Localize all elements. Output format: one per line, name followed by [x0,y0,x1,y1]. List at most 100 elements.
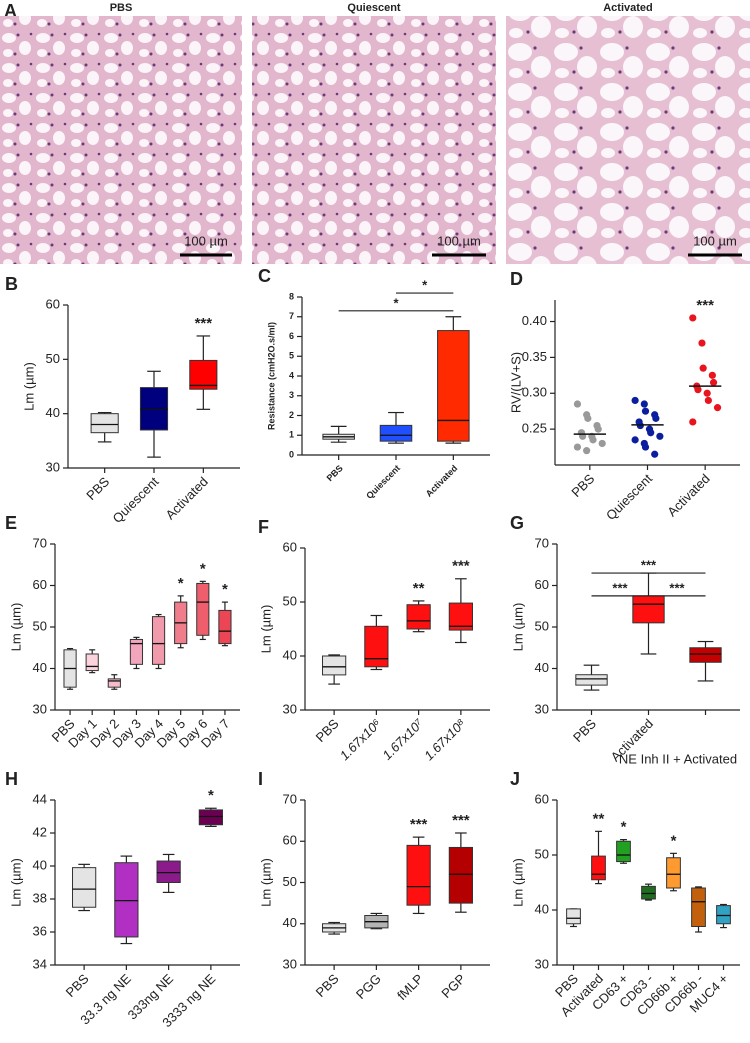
y-tick-label: 70 [33,535,47,550]
box [406,604,431,630]
significance-star: * [671,832,677,849]
comparison-label: * [422,277,428,292]
data-point [708,371,716,379]
image-title: Quiescent [347,2,401,14]
data-point [640,400,648,408]
data-point [641,407,650,415]
data-point [698,339,706,347]
y-tick-label: 40 [46,405,60,420]
data-point [589,436,597,444]
y-tick-label: 0.35 [522,349,547,364]
box [322,655,347,676]
box [114,862,139,938]
box [196,582,210,636]
panel-letter: B [5,274,18,294]
panel-letter: A [4,1,17,21]
x-tick-label: PBS [313,716,342,745]
box [691,887,706,927]
data-point [703,389,711,397]
y-tick-label: 60 [535,791,549,806]
y-axis-label: Lm (µm) [8,603,23,652]
comparison-label: *** [612,580,628,595]
y-tick-label: 50 [283,874,297,889]
box [189,359,218,390]
y-tick-label: 30 [283,701,297,716]
y-tick-label: 40 [535,901,549,916]
y-tick-label: 60 [33,577,47,592]
panel-letter: D [510,269,523,289]
y-tick-label: 40 [33,857,47,872]
data-point [709,378,718,387]
y-tick-label: 8 [289,291,294,301]
x-tick-label: PBS [568,471,597,500]
box [406,844,431,906]
micrograph [506,16,750,264]
y-tick-label: 4 [289,370,294,380]
y-tick-label: 44 [33,791,47,806]
comparison-label: *** [641,557,657,572]
panel-letter: C [258,266,271,286]
x-tick-label: PGG [353,971,384,1002]
x-tick-label: PBS [63,971,92,1000]
significance-star: * [222,581,228,598]
panel-letter: I [258,769,263,789]
data-point [583,447,591,455]
y-tick-label: 2 [289,410,294,420]
data-point [704,396,712,405]
data-point [652,414,660,422]
y-tick-label: 1 [289,430,294,440]
y-axis-label: Lm (µm) [510,603,525,652]
y-axis-label: Lm (µm) [258,605,273,654]
x-tick-label: 1.67x10⁶ [337,716,385,764]
panel-letter: G [510,513,524,533]
y-tick-label: 38 [33,890,47,905]
x-tick-label: Quiescent [110,474,162,526]
x-tick-label: Quiescent [364,463,402,501]
box [641,885,656,900]
x-tick-label: Activated [664,471,712,519]
box [616,840,631,863]
x-tick-label: PGP [438,971,468,1001]
y-tick-label: 40 [283,915,297,930]
box [72,867,97,908]
significance-star: *** [410,816,428,833]
micrograph [0,16,242,264]
data-point [573,400,582,408]
box [448,846,473,904]
significance-star: * [208,787,214,804]
box [364,625,389,668]
box [90,413,119,434]
box [666,857,681,889]
y-tick-label: 30 [283,956,297,971]
y-tick-label: 50 [33,618,47,633]
y-tick-label: 60 [535,577,549,592]
y-tick-label: 3 [289,390,294,400]
scale-bar-label: 100 µm [693,233,737,248]
y-tick-label: 6 [289,331,294,341]
x-tick-label: PBS [83,474,112,503]
y-axis-label: Lm (µm) [510,858,525,907]
x-tick-label: fMLP [394,971,426,1003]
x-tick-label: NE Inh II + Activated [619,751,737,766]
y-axis-label: RV/(LV+S) [508,352,523,413]
x-tick-label: PBS [313,971,342,1000]
y-axis-label: Lm (µm) [8,858,23,907]
x-tick-label: Quiescent [603,471,655,523]
box [85,653,99,672]
box [448,602,473,631]
significance-star: ** [413,580,425,597]
data-point [631,436,639,444]
data-point [651,450,659,458]
comparison-label: *** [669,580,685,595]
y-tick-label: 60 [283,539,297,554]
data-point [641,443,650,451]
y-tick-label: 50 [46,351,60,366]
y-tick-label: 40 [283,647,297,662]
box [689,647,722,663]
micrograph-panel: PBS Quiescent Activated 100 µm 100 µm 10… [0,2,750,264]
y-tick-label: 60 [46,296,60,311]
box [107,678,121,688]
data-point [631,396,639,405]
data-point [647,429,655,437]
significance-star: ** [593,810,605,827]
